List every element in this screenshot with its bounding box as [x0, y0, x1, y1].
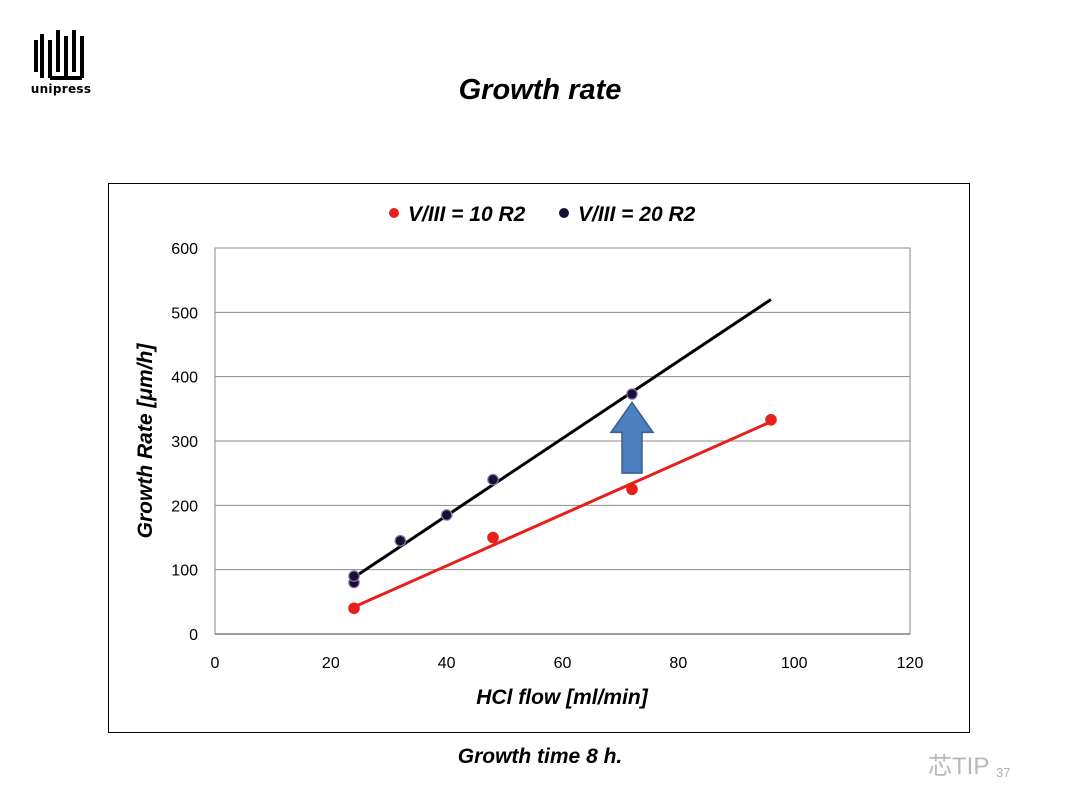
x-tick-label: 20: [322, 655, 340, 672]
legend: V/III = 10 R2 V/III = 20 R2: [389, 203, 696, 226]
axis-layer: 0 100 200 300 400 500 600 0 20 40 60 80 100 120: [171, 241, 923, 672]
x-tick-label: 120: [897, 655, 924, 672]
trendline: [353, 298, 772, 579]
y-tick-label: 300: [171, 434, 198, 451]
chart-frame: [108, 183, 970, 733]
y-axis-label: Growth Rate [μm/h]: [134, 343, 157, 539]
x-tick-label: 100: [781, 655, 808, 672]
x-tick-label: 40: [438, 655, 456, 672]
data-point: [348, 570, 360, 582]
data-point: [487, 531, 499, 544]
data-point: [487, 473, 499, 486]
y-tick-label: 600: [171, 241, 198, 258]
unipress-logo: [34, 30, 84, 80]
logo-text: unipress: [30, 82, 92, 96]
legend-label: V/III = 20 R2: [578, 203, 696, 226]
legend-label: V/III = 10 R2: [408, 203, 526, 226]
y-tick-label: 100: [171, 563, 198, 580]
chart: 0 100 200 300 400 500 600 0 20 40 60 80 100 120 V/III…: [134, 203, 923, 709]
slide-title: Growth rate: [458, 74, 622, 106]
data-point: [765, 413, 777, 426]
x-tick-label: 0: [211, 655, 220, 672]
grid-layer: [214, 247, 911, 635]
data-point: [394, 534, 407, 547]
point-layer: [348, 388, 777, 615]
page-number: 37: [996, 765, 1011, 780]
slide-caption: Growth time 8 h.: [457, 745, 623, 768]
data-point: [626, 388, 638, 400]
up-arrow-annotation: [609, 401, 655, 474]
trendline-layer: [353, 298, 772, 609]
watermark: 芯TIP: [928, 753, 990, 780]
data-point: [348, 602, 360, 615]
x-axis-label: HCl flow [ml/min]: [476, 686, 648, 709]
data-point: [626, 483, 638, 496]
legend-marker: [559, 208, 569, 218]
y-tick-label: 200: [171, 498, 198, 515]
x-tick-label: 60: [554, 655, 572, 672]
y-tick-label: 500: [171, 305, 198, 322]
trendline: [353, 420, 772, 609]
y-tick-label: 0: [189, 627, 198, 644]
annotation-layer: [609, 401, 655, 474]
y-tick-label: 400: [171, 370, 198, 387]
legend-marker: [389, 208, 399, 218]
data-point: [440, 509, 453, 521]
x-tick-label: 80: [669, 655, 687, 672]
